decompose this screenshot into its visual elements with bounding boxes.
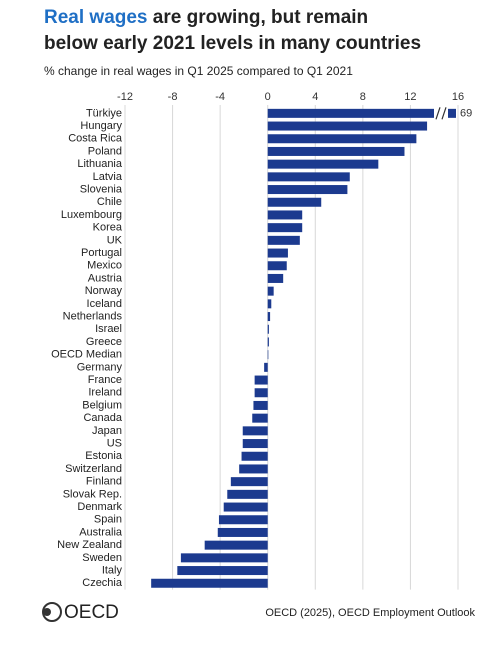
value-label: 69 <box>460 107 472 119</box>
bar <box>252 413 268 423</box>
bar <box>267 185 348 195</box>
bar <box>267 299 272 309</box>
y-tick-label: Japan <box>92 425 122 437</box>
x-tick-label: 16 <box>452 91 464 103</box>
bar <box>204 540 268 550</box>
y-tick-label: Denmark <box>77 501 122 513</box>
y-tick-label: Slovak Rep. <box>63 488 122 500</box>
y-tick-label: Greece <box>86 336 122 348</box>
bar <box>253 400 268 410</box>
bar <box>223 502 268 512</box>
bar <box>267 312 271 322</box>
y-tick-label: Korea <box>93 222 123 234</box>
chart-subtitle: % change in real wages in Q1 2025 compar… <box>44 64 353 78</box>
bar <box>267 210 303 220</box>
y-tick-label: Czechia <box>82 577 123 589</box>
bar <box>267 248 288 258</box>
bar <box>267 108 456 118</box>
y-tick-label: Sweden <box>82 552 122 564</box>
bar <box>242 439 268 449</box>
bar <box>267 350 269 360</box>
bar <box>267 172 350 182</box>
y-tick-label: Australia <box>79 526 123 538</box>
bar <box>254 375 268 385</box>
logo-icon-dot <box>43 608 51 616</box>
x-tick-label: -4 <box>215 91 225 103</box>
y-tick-label: Chile <box>97 196 122 208</box>
y-tick-label: US <box>107 437 122 449</box>
y-tick-label: Costa Rica <box>68 133 123 145</box>
y-tick-label: Finland <box>86 476 122 488</box>
bar <box>151 578 268 588</box>
axis-break <box>435 107 447 120</box>
bar <box>267 235 300 245</box>
bar <box>267 223 303 233</box>
chart-title-line2: below early 2021 levels in many countrie… <box>44 33 421 54</box>
y-tick-label: Germany <box>77 361 123 373</box>
bar <box>239 464 268 474</box>
bar <box>267 159 379 169</box>
y-tick-label: Slovenia <box>80 183 123 195</box>
bar <box>241 451 268 461</box>
y-tick-label: Mexico <box>87 260 122 272</box>
y-tick-label: Norway <box>85 285 123 297</box>
y-tick-label: OECD Median <box>51 349 122 361</box>
y-tick-label: Hungary <box>80 120 122 132</box>
bar-main <box>267 108 434 118</box>
x-tick-label: -12 <box>117 91 133 103</box>
bar <box>218 515 268 525</box>
y-tick-label: New Zealand <box>57 539 122 551</box>
y-tick-label: Lithuania <box>77 158 123 170</box>
y-tick-label: Switzerland <box>65 463 122 475</box>
y-tick-label: Portugal <box>81 247 122 259</box>
y-tick-label: Italy <box>102 564 123 576</box>
y-tick-label: UK <box>107 234 123 246</box>
logo: OECD <box>42 602 119 623</box>
chart-title: Real wages are growing, but remain <box>44 7 368 28</box>
title-rest: are growing, but remain <box>153 7 368 28</box>
bar <box>267 286 274 296</box>
y-tick-label: Türkiye <box>86 107 122 119</box>
bar <box>264 362 268 372</box>
bar-tail <box>448 108 456 118</box>
bar <box>267 273 284 283</box>
x-tick-label: 0 <box>265 91 271 103</box>
title-highlight: Real wages <box>44 7 148 28</box>
x-tick-label: 4 <box>312 91 318 103</box>
y-tick-label: France <box>88 374 122 386</box>
y-tick-label: Netherlands <box>63 310 123 322</box>
y-tick-label: Luxembourg <box>61 209 122 221</box>
bar <box>267 261 287 271</box>
bar <box>254 388 268 398</box>
bar <box>180 553 268 563</box>
x-tick-label: 8 <box>360 91 366 103</box>
y-tick-label: Ireland <box>88 387 122 399</box>
bar <box>227 489 268 499</box>
logo-text: OECD <box>64 602 119 623</box>
y-tick-label: Estonia <box>85 450 123 462</box>
bar <box>267 197 322 207</box>
y-tick-label: Latvia <box>93 171 123 183</box>
y-tick-label: Israel <box>95 323 122 335</box>
bar <box>217 527 268 537</box>
y-tick-label: Spain <box>94 514 122 526</box>
bar <box>267 324 269 334</box>
bar <box>177 566 268 576</box>
x-tick-label: -8 <box>168 91 178 103</box>
y-tick-label: Iceland <box>87 298 122 310</box>
y-tick-label: Poland <box>88 145 122 157</box>
bar <box>267 146 405 156</box>
bar <box>267 121 428 131</box>
y-tick-label: Belgium <box>82 399 122 411</box>
bar <box>242 426 268 436</box>
source: OECD (2025), OECD Employment Outlook <box>265 607 475 619</box>
y-tick-label: Austria <box>88 272 123 284</box>
bar <box>267 134 417 144</box>
bar <box>230 477 268 487</box>
bar <box>267 337 269 347</box>
x-tick-label: 12 <box>404 91 416 103</box>
y-tick-label: Canada <box>83 412 122 424</box>
